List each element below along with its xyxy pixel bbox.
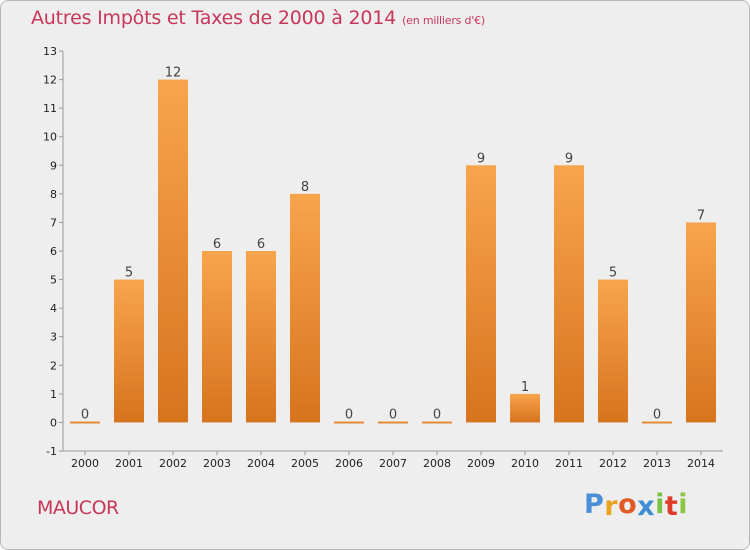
municipality-name: MAUCOR [37, 497, 119, 519]
bar-value-label: 6 [213, 237, 221, 252]
logo-letter: x [637, 491, 656, 522]
bar [246, 251, 276, 423]
logo-letter: t [664, 491, 679, 522]
y-tick-label: 0 [50, 416, 57, 429]
bar-value-label: 0 [389, 407, 397, 422]
bar-value-label: 9 [477, 151, 485, 166]
logo-letter: o [618, 489, 638, 520]
bar-value-label: 12 [165, 66, 182, 81]
y-tick-label: 4 [50, 302, 57, 315]
bar-value-label: 5 [609, 266, 617, 281]
bar [334, 421, 364, 424]
y-tick-label: 8 [50, 188, 57, 201]
y-tick-label: 3 [50, 331, 57, 344]
bar [114, 279, 144, 423]
bar-value-label: 5 [125, 266, 133, 281]
y-tick-label: 12 [43, 74, 57, 87]
bar-value-label: 9 [565, 151, 573, 166]
x-tick-label: 2014 [687, 457, 715, 470]
bar-value-label: 0 [653, 407, 661, 422]
x-tick-label: 2003 [203, 457, 231, 470]
bar-value-label: 6 [257, 237, 265, 252]
x-tick-label: 2002 [159, 457, 187, 470]
x-tick-label: 2009 [467, 457, 495, 470]
bar [598, 279, 628, 423]
y-tick-label: 6 [50, 245, 57, 258]
bar-value-label: 0 [81, 407, 89, 422]
x-tick-label: 2007 [379, 457, 407, 470]
x-tick-label: 2013 [643, 457, 671, 470]
y-tick-label: 10 [43, 131, 57, 144]
x-tick-label: 2011 [555, 457, 583, 470]
y-tick-label: 1 [50, 388, 57, 401]
y-tick-label: -1 [46, 445, 57, 458]
bar [290, 193, 320, 423]
y-tick-label: 9 [50, 159, 57, 172]
logo-letter: i [678, 489, 689, 520]
bar [378, 421, 408, 424]
bar [466, 165, 496, 423]
bar [70, 421, 100, 424]
chart-title-text: Autres Impôts et Taxes de 2000 à 2014 [31, 7, 397, 29]
y-tick-label: 2 [50, 359, 57, 372]
bar-value-label: 8 [301, 180, 309, 195]
y-tick-label: 5 [50, 274, 57, 287]
chart-unit: (en milliers d'€) [402, 14, 485, 27]
bar [158, 79, 188, 423]
x-tick-label: 2005 [291, 457, 319, 470]
bar [510, 393, 540, 423]
bar-value-label: 1 [521, 380, 529, 395]
chart-title: Autres Impôts et Taxes de 2000 à 2014 (en… [31, 7, 485, 29]
logo-letter: i [655, 489, 665, 520]
y-tick-label: 13 [43, 45, 57, 58]
x-tick-label: 2001 [115, 457, 143, 470]
bar [202, 251, 232, 423]
x-tick-label: 2010 [511, 457, 539, 470]
proxiti-logo: Proxiti [584, 489, 689, 522]
x-tick-label: 2004 [247, 457, 275, 470]
bar [422, 421, 452, 424]
bar [642, 421, 672, 424]
x-tick-label: 2000 [71, 457, 99, 470]
bar [686, 222, 716, 423]
y-tick-label: 11 [43, 102, 57, 115]
bar-value-label: 7 [697, 208, 705, 223]
y-tick-label: 7 [50, 216, 57, 229]
logo-letter: r [604, 491, 619, 522]
bar-value-label: 0 [345, 407, 353, 422]
x-tick-label: 2006 [335, 457, 363, 470]
x-tick-label: 2012 [599, 457, 627, 470]
x-tick-label: 2008 [423, 457, 451, 470]
bar [554, 165, 584, 423]
bar-value-label: 0 [433, 407, 441, 422]
logo-letter: P [584, 489, 605, 520]
